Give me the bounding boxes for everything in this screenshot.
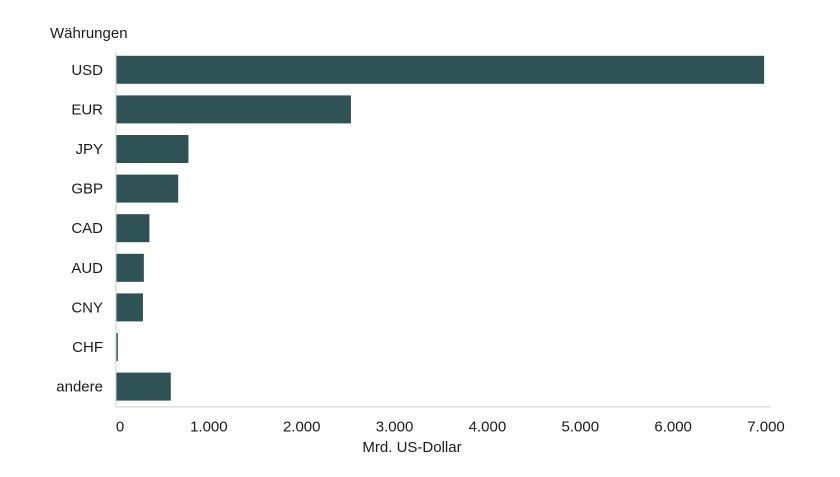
y-axis-title: Währungen xyxy=(50,25,128,42)
x-axis-title: Mrd. US-Dollar xyxy=(362,439,461,456)
x-tick-label: 4.000 xyxy=(469,418,507,435)
category-label-andere: andere xyxy=(56,379,103,396)
bar-eur xyxy=(116,95,351,124)
category-label-jpy: JPY xyxy=(75,141,103,158)
bar-usd xyxy=(116,55,765,84)
bar-andere xyxy=(116,372,171,401)
bar-cny xyxy=(116,293,143,322)
x-tick-label: 3.000 xyxy=(376,418,414,435)
category-label-eur: EUR xyxy=(71,101,103,118)
x-tick-label: 1.000 xyxy=(190,418,228,435)
category-label-chf: CHF xyxy=(72,339,103,356)
category-label-cny: CNY xyxy=(71,299,103,316)
x-tick-label: 0 xyxy=(116,418,124,435)
x-tick-label: 2.000 xyxy=(283,418,321,435)
category-label-gbp: GBP xyxy=(71,181,103,198)
bar-aud xyxy=(116,253,144,282)
bar-chf xyxy=(116,333,118,361)
x-tick-labels: 0 1.000 2.000 3.000 4.000 5.000 6.000 7.000 xyxy=(116,418,785,435)
x-tick-label: 5.000 xyxy=(562,418,600,435)
category-labels: USD EUR JPY GBP CAD AUD CNY CHF andere xyxy=(56,62,103,396)
x-tick-label: 6.000 xyxy=(654,418,692,435)
category-label-cad: CAD xyxy=(71,220,103,237)
bar-jpy xyxy=(116,135,189,163)
bar-gbp xyxy=(116,174,179,203)
bar-cad xyxy=(116,214,150,243)
category-label-usd: USD xyxy=(71,62,103,79)
category-label-aud: AUD xyxy=(71,260,103,277)
x-tick-label: 7.000 xyxy=(747,418,785,435)
bars-group xyxy=(116,55,765,401)
